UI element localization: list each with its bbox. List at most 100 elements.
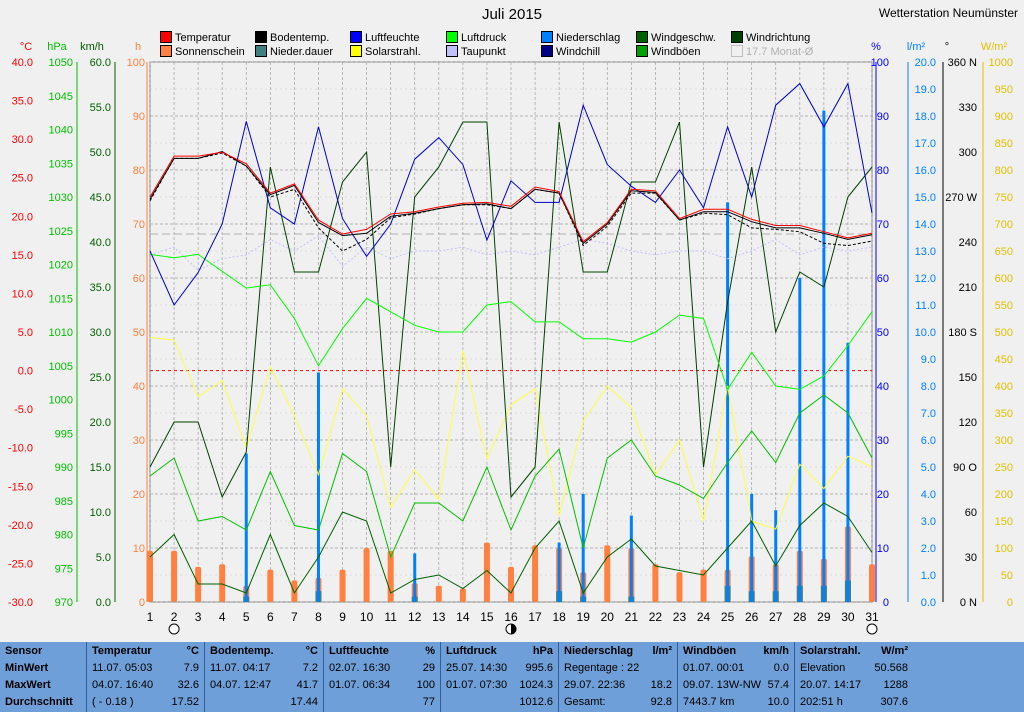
pressure-axis-label: 1045 (49, 91, 73, 103)
day-label: 10 (360, 610, 374, 624)
windchill-line (149, 152, 873, 252)
sunshine-bar (459, 588, 466, 602)
pressure-axis-label: 990 (55, 462, 73, 474)
legend-item: Niederschlag (541, 31, 620, 45)
rain-axis-label: 12.0 (915, 273, 936, 285)
day-label: 8 (315, 610, 322, 624)
solar-axis-label: 450 (995, 354, 1013, 366)
sunshine-bar (219, 564, 226, 602)
legend-checkbox[interactable] (731, 45, 743, 57)
legend-swatch (446, 45, 458, 57)
day-label: 12 (408, 610, 422, 624)
day-label: 30 (841, 610, 855, 624)
wind-axis-label: 25.0 (90, 372, 111, 384)
day-label: 17 (528, 610, 542, 624)
solar-axis-label: 50 (1001, 570, 1013, 582)
pressure-axis-label: 1030 (49, 192, 73, 204)
stats-luftdruck: Luftdruck hPa 25.07. 14:30 995.6 01.07. 07… (440, 642, 558, 712)
wind-axis-label: 0.0 (96, 597, 111, 609)
stats-label: MaxWert (5, 679, 51, 691)
temp-axis-label: -5.0 (14, 404, 33, 416)
sunshine-bar (508, 566, 514, 602)
direction-axis-label: 240 (959, 237, 977, 249)
temp-axis-label: 30.0 (12, 134, 33, 146)
solar-axis-label: 850 (995, 138, 1013, 150)
direction-axis-label: 300 (959, 147, 977, 159)
wind-axis-label: 50.0 (90, 147, 111, 159)
day-label: 2 (171, 610, 178, 624)
pressure-axis-label: 985 (55, 496, 73, 508)
legend-item: Sonnenschein (160, 45, 245, 59)
statistics-panel: Sensor MinWert MaxWert Durchschnitt Temp… (0, 642, 1024, 712)
direction-axis-label: 90 O (953, 462, 977, 474)
solar-axis-label: 300 (995, 435, 1013, 447)
legend-item: Luftdruck (446, 31, 506, 45)
legend-item-checkbox[interactable]: 17.7 Monat-Ø (731, 45, 813, 59)
pressure-axis-label: 980 (55, 530, 73, 542)
pressure-axis-label: 1050 (49, 57, 73, 69)
chart-title: Juli 2015 (481, 6, 543, 23)
precipitation-bar (798, 278, 802, 602)
legend-item: Windböen (636, 45, 701, 59)
solar-axis-label: 100 (995, 543, 1013, 555)
sunshine-bar (869, 564, 875, 602)
solar-axis-label: 0 (1007, 597, 1013, 609)
rain-axis-label: 19.0 (915, 84, 936, 96)
wind-speed-line (149, 502, 873, 595)
temp-axis-label: -20.0 (8, 520, 33, 532)
stats-windboeen: Windböen km/h 01.07. 00:01 0.0 09.07. 13W-… (677, 642, 794, 712)
temp-axis-label: 35.0 (12, 96, 33, 108)
day-label: 22 (649, 610, 663, 624)
sunshine-bar (291, 580, 298, 602)
solar-axis-label: 700 (995, 219, 1013, 231)
temp-axis-label: -30.0 (8, 597, 33, 609)
humidity-axis-label: 10 (877, 543, 889, 555)
temp-unit: °C (20, 41, 32, 53)
day-label: 20 (601, 610, 615, 624)
solar-axis-label: 250 (995, 462, 1013, 474)
precipitation-bar (316, 372, 320, 602)
day-label: 19 (577, 610, 591, 624)
rain-axis-label: 20.0 (915, 57, 936, 69)
day-label: 18 (552, 610, 566, 624)
legend-swatch (255, 45, 267, 57)
stats-bodentemp: Bodentemp. °C 11.07. 04:17 7.2 04.07. 12:4… (204, 642, 323, 712)
sunshine-bar (267, 569, 274, 602)
hours-axis-label: 70 (133, 219, 145, 231)
stats-sensor: Sensor MinWert MaxWert Durchschnitt (0, 642, 85, 712)
pressure-axis-label: 995 (55, 428, 73, 440)
legend-item: Bodentemp. (255, 31, 329, 45)
legend-item: Taupunkt (446, 45, 506, 59)
day-label: 14 (456, 610, 470, 624)
new-moon-icon (511, 624, 516, 634)
stats-niederschlag: Niederschlag l/m² Regentage : 22 29.07. 2… (558, 642, 677, 712)
day-label: 16 (504, 610, 518, 624)
wind-axis-label: 30.0 (90, 327, 111, 339)
solar-axis-label: 350 (995, 408, 1013, 420)
rain-axis-label: 13.0 (915, 246, 936, 258)
wind-unit: km/h (80, 41, 104, 53)
legend-swatch (541, 31, 553, 43)
sunshine-bar (387, 550, 394, 602)
precipitation-bar (822, 110, 826, 602)
legend-item: Luftfeuchte (350, 31, 419, 45)
hours-axis-label: 0 (139, 597, 145, 609)
direction-axis-label: 210 (959, 282, 977, 294)
humidity-axis-label: 100 (871, 57, 889, 69)
rain-axis-label: 11.0 (915, 300, 936, 312)
dewpoint-line (149, 234, 873, 271)
sunshine-bar (171, 550, 178, 602)
legend-item: Windchill (541, 45, 600, 59)
wind-axis-label: 20.0 (90, 417, 111, 429)
temp-axis-label: 25.0 (12, 173, 33, 185)
rain-axis-label: 6.0 (921, 435, 936, 447)
solar-axis-label: 950 (995, 84, 1013, 96)
rain-axis-label: 9.0 (921, 354, 936, 366)
hours-unit: h (135, 41, 141, 53)
rain-unit: l/m² (907, 41, 926, 53)
humidity-axis-label: 20 (877, 489, 889, 501)
stats-luftfeuchte: Luftfeuchte% 02.07. 16:30 29 01.07. 06:34… (323, 642, 440, 712)
direction-axis-label: 0 N (960, 597, 977, 609)
temp-axis-label: -15.0 (8, 481, 33, 493)
legend-swatch (350, 45, 362, 57)
